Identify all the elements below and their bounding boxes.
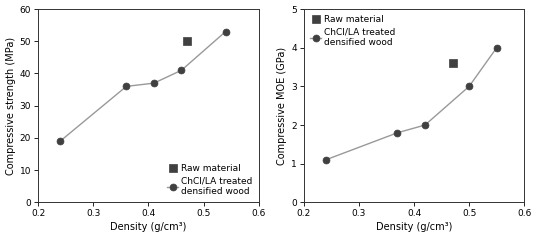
ChCl/LA treated
densified wood — [494, 46, 500, 49]
Y-axis label: Compressive MOE (GPa): Compressive MOE (GPa) — [277, 47, 287, 165]
ChCl/LA treated
densified wood — [151, 82, 157, 84]
X-axis label: Density (g/cm³): Density (g/cm³) — [376, 223, 452, 233]
ChCl/LA treated
densified wood — [422, 124, 429, 126]
ChCl/LA treated
densified wood — [466, 85, 473, 88]
ChCl/LA treated
densified wood — [178, 69, 185, 72]
Line: ChCl/LA treated
densified wood: ChCl/LA treated densified wood — [57, 28, 229, 145]
X-axis label: Density (g/cm³): Density (g/cm³) — [110, 223, 186, 233]
Line: ChCl/LA treated
densified wood: ChCl/LA treated densified wood — [322, 44, 500, 163]
Y-axis label: Compressive strength (MPa): Compressive strength (MPa) — [5, 37, 16, 175]
ChCl/LA treated
densified wood — [394, 131, 401, 134]
ChCl/LA treated
densified wood — [323, 158, 329, 161]
ChCl/LA treated
densified wood — [123, 85, 129, 88]
ChCl/LA treated
densified wood — [57, 140, 63, 143]
Legend: Raw material, ChCl/LA treated
densified wood: Raw material, ChCl/LA treated densified … — [165, 162, 254, 198]
Legend: Raw material, ChCl/LA treated
densified wood: Raw material, ChCl/LA treated densified … — [308, 14, 397, 49]
ChCl/LA treated
densified wood — [222, 30, 229, 33]
